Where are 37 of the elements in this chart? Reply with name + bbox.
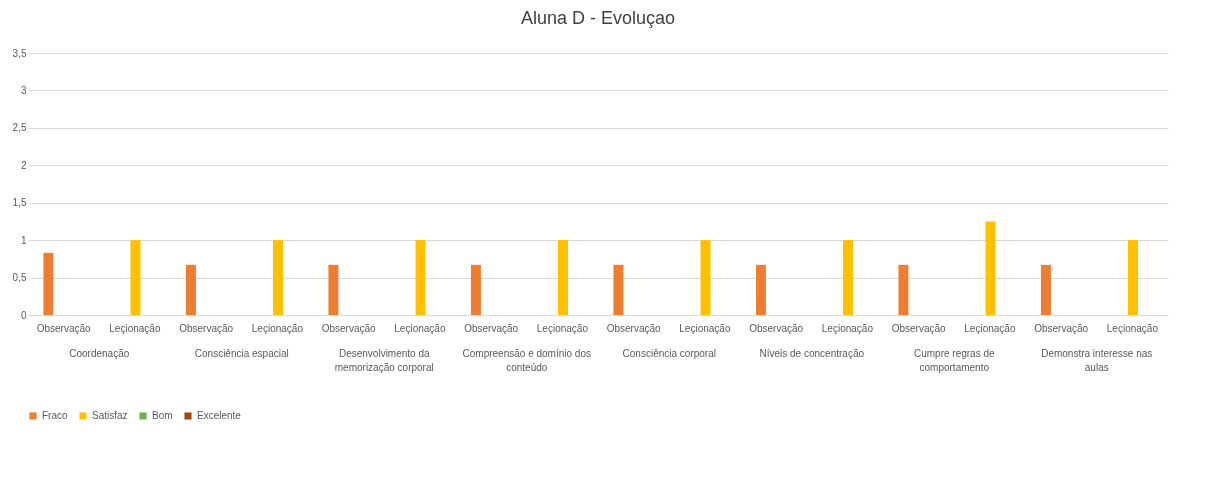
x-tick-label: Observação (749, 322, 804, 334)
y-tick-label: 0,5 (12, 272, 27, 284)
y-tick-label: 0 (20, 309, 27, 321)
y-tick-label: 2,5 (12, 122, 27, 134)
legend-label: Satisfaz (92, 410, 128, 421)
x-tick-label: Observação (464, 322, 519, 334)
x-tick-label: Observação (321, 322, 377, 334)
text: Consciência espacial (194, 348, 289, 359)
y-tick-label: 2 (20, 159, 27, 171)
legend-label: Fraco (42, 410, 68, 421)
x-tick-label: Observação (1034, 322, 1089, 334)
y-tick-label: 3 (20, 84, 27, 96)
text: Demonstra interesse nas aulas (1041, 348, 1153, 373)
y-tick-label: 1,5 (12, 197, 27, 209)
legend-label: Bom (152, 410, 173, 421)
x-tick-label: Leçionação (679, 322, 731, 334)
text: Compreensão e domínio dos conteúdo (462, 348, 591, 373)
y-tick-label: 1 (20, 234, 27, 246)
x-tick-label: Observação (891, 322, 947, 334)
text: Coordenação (69, 348, 130, 359)
y-tick-label: 3,5 (12, 47, 27, 59)
x-tick-label: Observação (606, 322, 662, 334)
x-tick-label: Leçionação (821, 322, 874, 334)
x-tick-label: Observação (36, 322, 92, 334)
x-tick-label: Leçionação (964, 322, 1016, 334)
x-tick-label: Leçionação (394, 322, 446, 334)
x-tick-label: Leçionação (1106, 322, 1159, 334)
text: Cumpre regras de comportamento (913, 348, 995, 373)
text: Consciência corporal (622, 348, 716, 359)
chart-title: Aluna D - Evoluçao (520, 8, 676, 28)
x-tick-label: Leçionação (536, 322, 589, 334)
text: Desenvolvimento da memorização corporal (334, 348, 434, 373)
legend-label: Excelente (197, 410, 242, 421)
x-tick-label: Leçionação (109, 322, 161, 334)
text: Níveis de concentração (759, 348, 865, 359)
x-tick-label: Observação (179, 322, 234, 334)
x-tick-label: Leçionação (251, 322, 304, 334)
